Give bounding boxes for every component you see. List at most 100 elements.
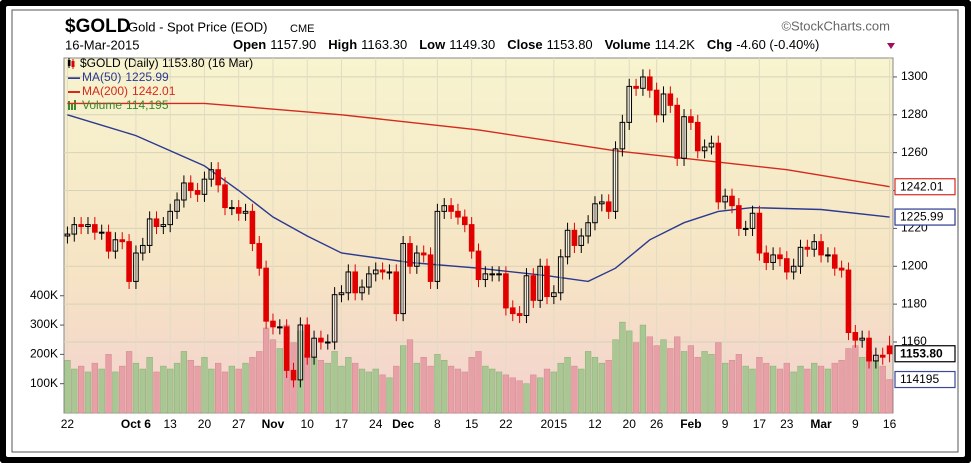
candle-body <box>694 121 701 152</box>
volume-bar <box>482 365 489 414</box>
volume-bar <box>379 374 386 414</box>
candle-body <box>235 207 242 214</box>
x-tick-label: Mar <box>810 417 832 431</box>
candle-body <box>503 273 509 309</box>
x-tick-label: 9 <box>852 417 859 431</box>
volume-bar <box>153 371 160 414</box>
value-box-label: 114195 <box>900 372 939 386</box>
candle-body <box>153 218 160 228</box>
candle-body <box>859 337 865 341</box>
candle-body <box>160 224 167 228</box>
volume-bar <box>838 359 845 414</box>
candle-body <box>64 233 71 237</box>
candle-body <box>324 341 331 344</box>
y-tick-label: 1200 <box>901 258 928 272</box>
candle-body <box>763 252 770 263</box>
candle-body <box>530 275 537 301</box>
candle-body <box>866 337 872 362</box>
volume-bar <box>543 368 551 414</box>
volume-bar <box>413 362 420 414</box>
candle-body <box>112 239 119 252</box>
candle-body <box>126 241 132 282</box>
volume-bar <box>653 345 660 414</box>
volume-bar <box>468 357 475 414</box>
candle-body <box>386 271 393 274</box>
volume-bar <box>571 365 578 414</box>
candle-body <box>393 271 400 315</box>
volume-bar <box>783 362 790 414</box>
candle-body <box>708 142 715 148</box>
volume-bar <box>276 348 283 414</box>
brand: ©StockCharts.com <box>781 18 890 33</box>
volume-bar <box>722 362 729 414</box>
value-box-label: 1225.99 <box>900 210 944 224</box>
x-tick-label: 27 <box>232 417 246 431</box>
volume-bar <box>84 371 92 414</box>
volume-bar <box>112 371 119 414</box>
volume-bar <box>235 368 242 414</box>
candle-body <box>612 148 619 212</box>
candle-body <box>482 273 489 281</box>
candle-body <box>167 210 173 226</box>
volume-bar <box>475 351 482 414</box>
candle-body <box>222 184 228 209</box>
x-tick-label: 17 <box>335 417 349 431</box>
legend-name: MA(50) <box>82 70 121 84</box>
x-tick-label: Nov <box>262 417 285 431</box>
candle-body <box>455 210 461 218</box>
candle-body <box>633 85 639 89</box>
candle-body <box>790 265 797 273</box>
candle-body <box>626 85 633 123</box>
value-box-label: 1153.80 <box>900 346 943 360</box>
volume-bar <box>632 342 640 414</box>
legend-value: 1242.01 <box>132 84 176 98</box>
candle-body <box>366 273 372 288</box>
volume-bar <box>187 359 194 414</box>
volume-bar <box>564 357 571 414</box>
volume-bar <box>797 365 804 414</box>
candle-body <box>359 286 365 294</box>
volume-bar <box>406 339 414 414</box>
stat-label: High <box>328 37 357 52</box>
volume-bar <box>119 365 126 414</box>
candle-body <box>85 224 91 228</box>
y-tick-label: 1180 <box>901 296 927 310</box>
volume-bar <box>180 351 188 414</box>
volume-bar <box>393 365 400 414</box>
volume-bar <box>201 357 208 414</box>
x-tick-label: 10 <box>301 417 315 431</box>
volume-bar <box>530 374 537 414</box>
candle-body <box>770 254 776 263</box>
candle-body <box>571 229 578 246</box>
candle-body <box>270 320 276 328</box>
candle-body <box>646 76 653 91</box>
stat-value: 114.2K <box>655 37 696 52</box>
x-tick-label: 23 <box>780 417 794 431</box>
legend-name: MA(200) <box>82 84 128 98</box>
volume-bar <box>845 348 852 414</box>
volume-bar <box>146 357 153 414</box>
candle-body <box>318 337 324 343</box>
stat-label: Volume <box>605 37 651 52</box>
candle-body <box>660 93 667 116</box>
legend-title: $GOLD (Daily) 1153.80 (16 Mar) <box>80 56 253 70</box>
volume-bar <box>461 371 468 414</box>
volume-bar <box>208 368 215 414</box>
volume-bar <box>454 368 462 414</box>
candle-body <box>756 212 763 254</box>
volume-bar <box>98 368 105 414</box>
candle-body <box>886 345 893 355</box>
x-tick-label: 17 <box>753 417 767 431</box>
volume-bar <box>221 371 229 414</box>
volume-bar <box>824 368 832 414</box>
volume-bar <box>242 362 249 414</box>
volume-bar <box>591 357 599 414</box>
volume-bar <box>523 383 530 414</box>
ma-line <box>67 114 890 283</box>
candle-body <box>640 76 646 89</box>
volume-bar <box>817 365 825 414</box>
candle-body <box>729 195 735 207</box>
date: 16-Mar-2015 <box>65 37 139 52</box>
stat-value: -4.60 (-0.40%) <box>736 37 819 52</box>
